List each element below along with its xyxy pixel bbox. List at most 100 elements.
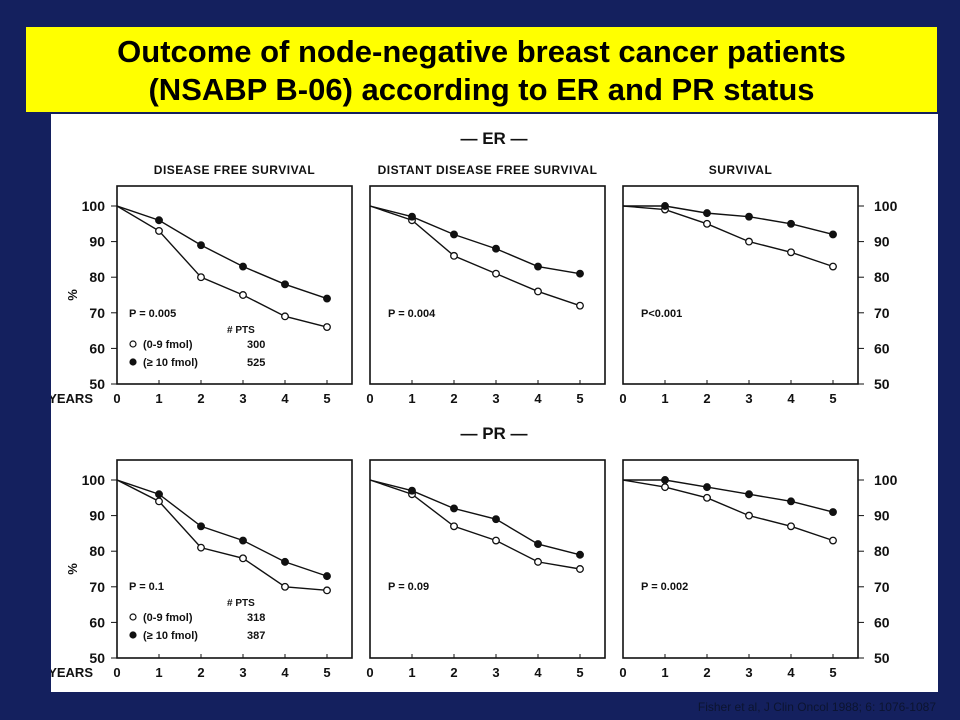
x-tick-label: 1 — [155, 665, 162, 680]
panel-frame — [369, 185, 606, 385]
series-line-low-receptor — [116, 205, 328, 328]
x-axis-label: YEARS — [51, 391, 93, 406]
y-tick-label: 100 — [82, 198, 106, 214]
legend-header: # PTS — [227, 325, 255, 336]
x-tick-label: 5 — [323, 665, 330, 680]
data-point-filled — [829, 508, 837, 516]
data-point-open — [450, 251, 458, 260]
legend-label: (≥ 10 fmol) — [143, 357, 198, 369]
data-point-filled — [239, 262, 247, 271]
y-tick-label: 80 — [874, 543, 890, 559]
series-line-low-receptor — [369, 479, 581, 570]
panel-5: 0 1 2 3 4 5 P = 0.09 — [366, 459, 606, 680]
data-point-filled — [408, 486, 416, 495]
y-tick-label: 60 — [874, 614, 890, 630]
data-point-open — [239, 291, 247, 299]
legend-marker-open — [129, 613, 137, 621]
x-tick-label: 0 — [366, 665, 373, 680]
y-tick-label: 100 — [874, 472, 898, 488]
data-point-filled — [492, 244, 500, 253]
y-tick-label: 60 — [89, 614, 105, 630]
y-tick-label: 50 — [89, 376, 105, 392]
data-point-open — [155, 226, 163, 235]
x-tick-label: 3 — [239, 391, 246, 406]
x-tick-label: 0 — [113, 665, 120, 680]
data-point-filled — [829, 230, 837, 239]
panel-frame — [116, 185, 353, 385]
data-point-filled — [787, 219, 795, 228]
y-tick-label: 90 — [89, 234, 105, 250]
data-point-filled — [323, 572, 331, 581]
y-tick-label: 80 — [89, 543, 105, 559]
data-point-open — [281, 582, 289, 591]
data-point-filled — [703, 483, 711, 492]
x-tick-label: 3 — [239, 665, 246, 680]
x-tick-label: 2 — [197, 391, 204, 406]
series-line-high-receptor — [116, 479, 328, 577]
x-tick-label: 2 — [703, 665, 710, 680]
y-tick-label: 70 — [874, 305, 890, 321]
data-point-filled — [661, 476, 669, 484]
data-point-filled — [450, 504, 458, 513]
data-point-filled — [408, 212, 416, 221]
legend-label: (≥ 10 fmol) — [143, 630, 198, 642]
data-point-filled — [197, 522, 205, 531]
p-value: P = 0.005 — [129, 308, 176, 320]
x-tick-label: 4 — [534, 665, 542, 680]
data-point-filled — [661, 202, 669, 210]
legend-pts: 318 — [247, 612, 265, 624]
x-tick-label: 1 — [661, 391, 668, 406]
x-tick-label: 4 — [281, 391, 289, 406]
y-axis-label: % — [65, 289, 80, 301]
data-point-filled — [703, 209, 711, 218]
y-tick-label: 70 — [89, 305, 105, 321]
section-header-er: — ER — — [460, 129, 527, 148]
x-tick-label: 5 — [576, 665, 583, 680]
x-tick-label: 1 — [661, 665, 668, 680]
data-point-filled — [534, 262, 542, 271]
data-point-open — [492, 536, 500, 545]
legend-pts: 525 — [247, 357, 265, 369]
legend-pts: 300 — [247, 339, 265, 351]
x-tick-label: 4 — [534, 391, 542, 406]
p-value: P = 0.1 — [129, 581, 164, 593]
legend-label: (0-9 fmol) — [143, 339, 193, 351]
data-point-filled — [155, 216, 163, 225]
y-tick-label: 50 — [874, 650, 890, 666]
data-point-open — [787, 248, 795, 257]
x-tick-label: 0 — [113, 391, 120, 406]
data-point-filled — [281, 280, 289, 289]
panel-2: DISTANT DISEASE FREE SURVIVAL 0 1 2 3 4 5 P = 0… — [366, 163, 606, 406]
slide-title-line-1: Outcome of node-negative breast cancer p… — [117, 33, 846, 69]
data-point-open — [197, 273, 205, 282]
data-point-filled — [197, 241, 205, 250]
legend-marker-filled — [129, 358, 137, 366]
data-point-filled — [281, 557, 289, 566]
y-tick-label: 60 — [89, 340, 105, 356]
x-tick-label: 4 — [787, 665, 795, 680]
slide-title-line-2: (NSABP B-06) according to ER and PR stat… — [148, 71, 815, 107]
series-line-high-receptor — [369, 205, 581, 275]
x-tick-label: 2 — [450, 665, 457, 680]
data-point-open — [576, 301, 584, 310]
data-point-open — [534, 287, 542, 296]
y-tick-label: 90 — [89, 508, 105, 524]
data-point-open — [450, 522, 458, 531]
data-point-open — [576, 565, 584, 573]
panel-frame — [116, 459, 353, 659]
y-tick-label: 100 — [874, 198, 898, 214]
data-point-filled — [492, 515, 500, 524]
data-point-filled — [576, 550, 584, 559]
panel-title: SURVIVAL — [709, 163, 773, 177]
y-tick-label: 60 — [874, 340, 890, 356]
data-point-open — [787, 522, 795, 531]
data-point-open — [197, 543, 205, 552]
data-point-open — [492, 269, 500, 278]
x-tick-label: 4 — [787, 391, 795, 406]
panel-6: 0 1 2 3 4 5 50 60 70 80 90 100 P = 0.002 — [619, 459, 898, 680]
legend-label: (0-9 fmol) — [143, 612, 193, 624]
y-tick-label: 50 — [874, 376, 890, 392]
y-tick-label: 80 — [874, 269, 890, 285]
